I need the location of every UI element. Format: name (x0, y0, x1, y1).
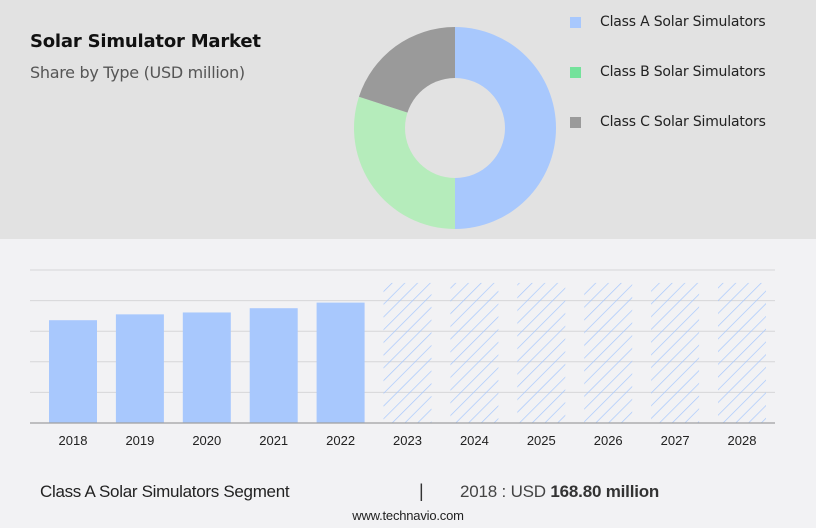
x-axis-label: 2027 (661, 433, 690, 448)
x-axis-labels: 2018 2019 2020 2021 2022 2023 2024 2025 2026 2027… (59, 433, 757, 448)
x-axis-label: 2028 (728, 433, 757, 448)
chart-title: Solar Simulator Market (30, 31, 261, 52)
forecast-bar-2027 (651, 282, 700, 423)
donut-hole (405, 78, 505, 178)
bar-chart: 2018 2019 2020 2021 2022 2023 2024 2025 2026 2027… (30, 269, 775, 448)
legend-swatch-class-b-icon (570, 66, 581, 78)
forecast-bar-2025 (517, 282, 566, 423)
bar-2022 (316, 302, 365, 423)
legend-item-class-c: Class C Solar Simulators (570, 114, 766, 130)
legend-label: Class C Solar Simulators (600, 114, 766, 130)
segment-amount: 168.80 million (550, 482, 660, 501)
x-axis-label: 2021 (259, 433, 288, 448)
legend-swatch-class-a-icon (570, 16, 581, 28)
x-axis-label: 2022 (326, 433, 355, 448)
legend-swatch-class-c-icon (570, 116, 581, 128)
forecast-bar-2024 (450, 282, 499, 423)
forecast-bar-2026 (584, 282, 633, 423)
legend-item-class-b: Class B Solar Simulators (570, 64, 766, 80)
x-axis-label: 2020 (192, 433, 221, 448)
x-axis-label: 2018 (59, 433, 88, 448)
x-axis-label: 2019 (125, 433, 154, 448)
chart-subtitle: Share by Type (USD million) (30, 63, 245, 82)
forecast-bar-2023 (383, 282, 432, 423)
legend-label: Class A Solar Simulators (600, 14, 766, 30)
x-axis-label: 2024 (460, 433, 489, 448)
donut-chart (354, 27, 556, 230)
bar-2019 (115, 314, 164, 423)
bar-2021 (249, 308, 298, 423)
x-axis-label: 2025 (527, 433, 556, 448)
x-axis-label: 2023 (393, 433, 422, 448)
x-axis-label: 2026 (594, 433, 623, 448)
legend-label: Class B Solar Simulators (600, 64, 766, 80)
segment-label: Class A Solar Simulators Segment (40, 482, 290, 501)
donut-slice-class-a (455, 27, 556, 229)
forecast-bar-2028 (718, 282, 766, 423)
source-url: www.technavio.com (352, 508, 464, 523)
footer-separator: | (419, 481, 424, 501)
segment-year: 2018 : USD (460, 482, 551, 501)
legend-item-class-a: Class A Solar Simulators (570, 14, 766, 30)
segment-value: 2018 : USD 168.80 million (460, 482, 659, 502)
bars (49, 282, 766, 423)
bar-2020 (182, 312, 231, 423)
bar-2018 (49, 320, 97, 423)
